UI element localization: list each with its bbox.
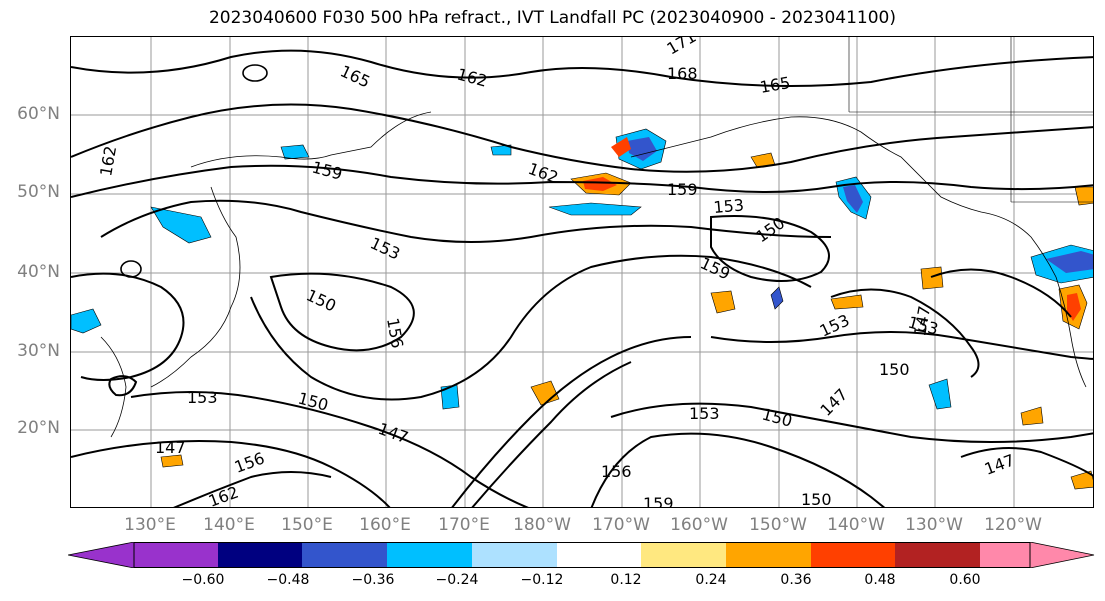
contour-label: 165 xyxy=(758,73,791,97)
colorbar-segment xyxy=(387,542,472,568)
contour-label: 153 xyxy=(367,233,403,263)
contour-label: 153 xyxy=(187,388,218,407)
colorbar-segment xyxy=(980,542,1030,568)
colorbar-tick-label: 0.24 xyxy=(695,572,727,588)
contour-label: 171 xyxy=(664,37,700,58)
anomaly-fills xyxy=(71,128,1093,490)
lon-label-160e: 160°E xyxy=(359,515,411,535)
colorbar-extend-min xyxy=(68,542,135,568)
contour-label: 168 xyxy=(667,64,698,83)
contour-label: 156 xyxy=(232,448,267,476)
lat-label-20n: 20°N xyxy=(17,418,60,438)
map-panel: 165 162 171 168 165 162 159 162 159 153 … xyxy=(70,36,1094,508)
lon-label-150e: 150°E xyxy=(281,515,333,535)
colorbar-segment xyxy=(641,542,726,568)
lon-label-170e: 170°E xyxy=(438,515,490,535)
lat-label-30n: 30°N xyxy=(17,341,60,361)
contour-label: 162 xyxy=(206,482,241,508)
colorbar-segment xyxy=(557,542,641,568)
contour-label: 162 xyxy=(455,65,489,91)
colorbar-segment xyxy=(811,542,895,568)
colorbar-segment xyxy=(134,542,218,568)
lon-label-140w: 140°W xyxy=(827,515,885,535)
contour-label: 159 xyxy=(697,253,733,283)
contour-label: 147 xyxy=(376,419,411,447)
contour-label: 150 xyxy=(303,285,339,315)
contour-label: 165 xyxy=(337,61,373,91)
contour-label: 150 xyxy=(879,360,910,379)
contour-label: 147 xyxy=(155,438,186,457)
colorbar-extend-max xyxy=(1029,542,1095,568)
colorbar-tick-label: 0.48 xyxy=(864,572,896,588)
colorbar-tick-label: 0.60 xyxy=(949,572,981,588)
colorbar-outline xyxy=(133,542,1031,568)
lon-label-150w: 150°W xyxy=(749,515,807,535)
contour-label: 156 xyxy=(601,462,632,481)
colorbar-segment xyxy=(895,542,980,568)
colorbar-tick-label: −0.48 xyxy=(266,572,310,588)
contour-label-group: 165 162 171 168 165 162 159 162 159 153 … xyxy=(96,37,1017,508)
colorbar xyxy=(68,542,1095,568)
colorbar-segment xyxy=(472,542,557,568)
lat-label-40n: 40°N xyxy=(17,262,60,282)
colorbar-segment xyxy=(726,542,811,568)
coastlines xyxy=(100,37,1093,438)
lon-label-180w: 180°W xyxy=(513,515,571,535)
contour-lines xyxy=(71,49,1093,507)
lon-label-130e: 130°E xyxy=(124,515,176,535)
colorbar-tick-label: 0.36 xyxy=(780,572,812,588)
lon-label-140e: 140°E xyxy=(203,515,255,535)
contour-label: 159 xyxy=(667,180,698,199)
map-title: 2023040600 F030 500 hPa refract., IVT La… xyxy=(208,8,896,28)
contour-label: 153 xyxy=(713,195,745,217)
contour-label: 150 xyxy=(760,405,794,431)
lon-label-130w: 130°W xyxy=(905,515,963,535)
colorbar-tick-label: −0.12 xyxy=(520,572,564,588)
contour-label: 147 xyxy=(982,450,1017,478)
contour-label: 162 xyxy=(96,144,120,177)
colorbar-segment xyxy=(302,542,387,568)
contour-label: 150 xyxy=(296,389,330,415)
colorbar-tick-label: −0.36 xyxy=(351,572,395,588)
contour-label: 150 xyxy=(801,490,832,508)
map-svg: 165 162 171 168 165 162 159 162 159 153 … xyxy=(71,37,1093,508)
colorbar-tick-label: −0.24 xyxy=(435,572,479,588)
gridlines xyxy=(71,37,1093,507)
lon-label-120w: 120°W xyxy=(984,515,1042,535)
lat-label-50n: 50°N xyxy=(17,182,60,202)
colorbar-segment xyxy=(218,542,302,568)
lat-label-60n: 60°N xyxy=(17,104,60,124)
colorbar-tick-label: 0.12 xyxy=(610,572,642,588)
lon-label-160w: 160°W xyxy=(670,515,728,535)
contour-label: 159 xyxy=(643,494,674,508)
contour-label: 153 xyxy=(689,404,720,423)
contour-label: 147 xyxy=(816,385,851,420)
colorbar-tick-label: −0.60 xyxy=(181,572,225,588)
contour-label: 159 xyxy=(310,158,344,184)
lon-label-170w: 170°W xyxy=(592,515,650,535)
